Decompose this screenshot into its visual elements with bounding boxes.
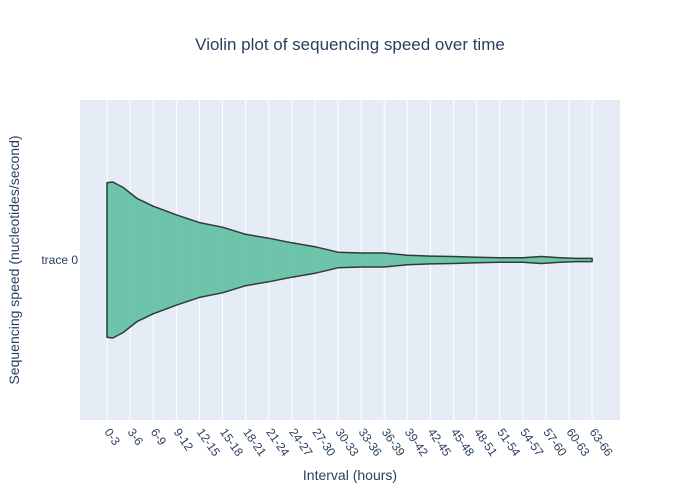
- violin-shape: [106, 181, 593, 339]
- x-tick-label: 9-12: [171, 426, 196, 454]
- x-tick-label: 33-36: [356, 426, 385, 459]
- x-tick-label: 3-6: [125, 426, 147, 449]
- y-tick-labels: trace 0: [41, 253, 78, 267]
- chart-title: Violin plot of sequencing speed over tim…: [195, 35, 505, 54]
- x-tick-label: 0-3: [102, 426, 124, 449]
- x-tick-label: 42-45: [425, 426, 454, 459]
- x-tick-label: 15-18: [217, 426, 246, 459]
- x-tick-label: 48-51: [471, 426, 500, 459]
- x-tick-label: 30-33: [333, 426, 362, 459]
- x-tick-label: 27-30: [309, 426, 338, 459]
- x-tick-label: 18-21: [240, 426, 269, 459]
- x-tick-label: 21-24: [263, 426, 292, 459]
- x-axis-title: Interval (hours): [303, 467, 397, 483]
- y-axis-title: Sequencing speed (nucleotides/second): [6, 135, 22, 384]
- x-tick-label: 24-27: [286, 426, 315, 459]
- x-tick-label: 60-63: [564, 426, 593, 459]
- x-tick-label: 39-42: [402, 426, 431, 459]
- x-tick-labels: 0-3 3-6 6-9 9-1212-1515-1818-2121-2424-2727…: [102, 426, 616, 459]
- x-tick-label: 45-48: [448, 426, 477, 459]
- x-tick-label: 63-66: [587, 426, 616, 459]
- x-tick-label: 54-57: [517, 426, 546, 459]
- x-tick-label: 51-54: [494, 426, 523, 459]
- violin-layer: [106, 181, 593, 339]
- x-tick-label: 36-39: [379, 426, 408, 459]
- x-tick-label: 12-15: [194, 426, 223, 459]
- x-tick-label: 57-60: [540, 426, 569, 459]
- x-tick-label: 6-9: [148, 426, 170, 449]
- y-tick-label: trace 0: [41, 253, 78, 267]
